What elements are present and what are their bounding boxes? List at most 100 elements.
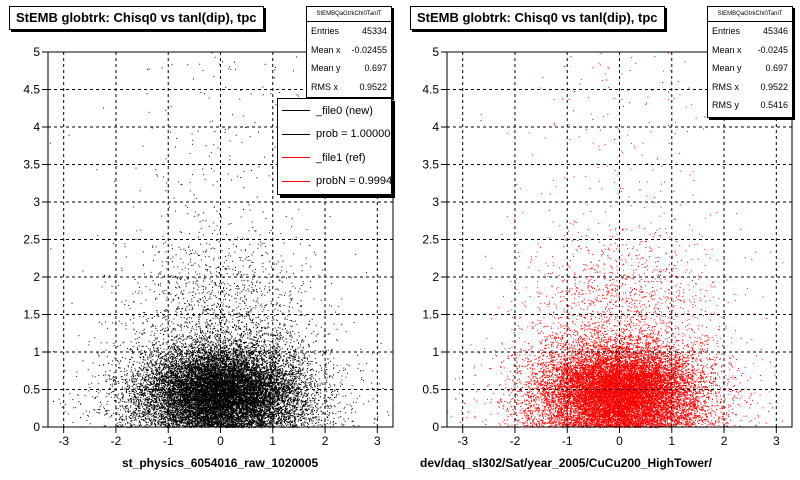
scatter-point: [253, 322, 254, 323]
scatter-point: [259, 362, 260, 363]
scatter-point: [200, 298, 201, 299]
scatter-point: [324, 369, 325, 370]
scatter-point: [193, 283, 194, 284]
scatter-point: [288, 415, 289, 416]
scatter-point: [349, 365, 350, 366]
scatter-point: [223, 330, 224, 331]
scatter-point: [194, 339, 195, 340]
scatter-point: [136, 420, 137, 421]
scatter-point: [228, 128, 229, 129]
scatter-point: [135, 279, 136, 280]
scatter-point: [182, 350, 183, 351]
scatter-point: [240, 90, 241, 91]
scatter-point: [284, 379, 285, 380]
scatter-point: [88, 390, 89, 391]
scatter-point: [192, 144, 193, 145]
scatter-point: [179, 337, 180, 338]
scatter-point: [105, 322, 106, 323]
scatter-point: [215, 295, 216, 296]
scatter-point: [150, 374, 151, 375]
scatter-point: [202, 286, 203, 287]
scatter-point: [232, 261, 233, 262]
scatter-point: [192, 292, 193, 293]
scatter-point: [131, 393, 132, 394]
scatter-point: [140, 380, 141, 381]
scatter-point: [237, 343, 238, 344]
scatter-point: [258, 302, 259, 303]
scatter-point: [243, 358, 244, 359]
scatter-point: [277, 340, 278, 341]
scatter-point: [188, 278, 189, 279]
scatter-point: [180, 353, 181, 354]
scatter-point: [254, 122, 255, 123]
scatter-point: [177, 278, 178, 279]
scatter-point: [221, 217, 222, 218]
scatter-point: [237, 285, 238, 286]
scatter-point: [320, 424, 321, 425]
scatter-point: [124, 243, 125, 244]
scatter-point: [204, 302, 205, 303]
scatter-point: [138, 283, 139, 284]
scatter-point: [270, 370, 271, 371]
scatter-point: [293, 354, 294, 355]
scatter-point: [250, 335, 251, 336]
scatter-point: [174, 358, 175, 359]
scatter-point: [122, 392, 123, 393]
scatter-point: [337, 340, 338, 341]
scatter-point: [288, 357, 289, 358]
scatter-point: [196, 281, 197, 282]
scatter-point: [179, 418, 180, 419]
scatter-point: [301, 365, 302, 366]
scatter-point: [352, 408, 353, 409]
scatter-point: [134, 361, 135, 362]
scatter-point: [141, 379, 142, 380]
scatter-point: [281, 386, 282, 387]
scatter-point: [278, 339, 279, 340]
scatter-point: [363, 380, 364, 381]
scatter-point: [331, 376, 332, 377]
scatter-point: [221, 312, 222, 313]
scatter-point: [164, 293, 165, 294]
scatter-point: [163, 362, 164, 363]
scatter-point: [127, 373, 128, 374]
scatter-point: [293, 286, 294, 287]
scatter-point: [139, 291, 140, 292]
scatter-point: [121, 371, 122, 372]
scatter-point: [106, 404, 107, 405]
scatter-point: [176, 254, 177, 255]
scatter-point: [194, 344, 195, 345]
scatter-point: [177, 358, 178, 359]
scatter-point: [252, 320, 253, 321]
scatter-point: [137, 393, 138, 394]
scatter-point: [122, 387, 123, 388]
scatter-point: [241, 348, 242, 349]
scatter-point: [213, 76, 214, 77]
scatter-point: [165, 419, 166, 420]
scatter-point: [212, 309, 213, 310]
scatter-point: [248, 291, 249, 292]
scatter-point: [215, 337, 216, 338]
scatter-point: [213, 342, 214, 343]
scatter-point: [244, 318, 245, 319]
scatter-point: [239, 257, 240, 258]
scatter-point: [159, 369, 160, 370]
scatter-point: [177, 277, 178, 278]
scatter-point: [278, 327, 279, 328]
scatter-point: [177, 307, 178, 308]
scatter-point: [112, 286, 113, 287]
scatter-point: [264, 295, 265, 296]
scatter-point: [203, 70, 204, 71]
scatter-point: [97, 169, 98, 170]
scatter-point: [218, 148, 219, 149]
scatter-point: [191, 361, 192, 362]
scatter-point: [223, 282, 224, 283]
scatter-point: [152, 324, 153, 325]
scatter-point: [222, 341, 223, 342]
scatter-point: [275, 289, 276, 290]
scatter-point: [292, 415, 293, 416]
scatter-point: [221, 322, 222, 323]
scatter-point: [291, 226, 292, 227]
scatter-point: [150, 358, 151, 359]
scatter-point: [158, 274, 159, 275]
scatter-point: [330, 405, 331, 406]
